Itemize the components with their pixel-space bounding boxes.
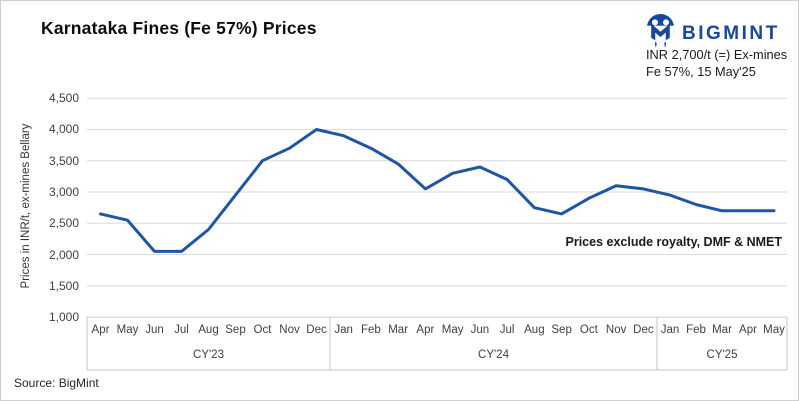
month-label: Dec xyxy=(633,324,654,336)
brand-wordmark: BIGMINT xyxy=(682,22,780,44)
brand-logo: BIGMINT xyxy=(644,13,780,54)
chart-annotation: Prices exclude royalty, DMF & NMET xyxy=(565,235,783,249)
y-tick-label: 4,000 xyxy=(48,122,79,137)
month-label: May xyxy=(441,324,464,336)
year-group-label: CY'23 xyxy=(193,349,224,361)
month-label: Aug xyxy=(524,324,545,336)
latest-price-line: INR 2,700/t (=) Ex-mines xyxy=(646,47,788,62)
month-label: Mar xyxy=(712,324,732,336)
month-label: May xyxy=(116,324,139,336)
month-label: Jan xyxy=(334,324,353,336)
y-tick-label: 1,000 xyxy=(48,310,79,325)
latest-price-date: Fe 57%, 15 May'25 xyxy=(646,64,756,79)
month-label: Jan xyxy=(660,324,680,336)
month-label: Feb xyxy=(360,324,381,336)
month-label: Jul xyxy=(174,324,189,336)
month-label: Dec xyxy=(306,324,327,336)
page-title: Karnataka Fines (Fe 57%) Prices xyxy=(41,18,317,38)
month-label: Sep xyxy=(225,324,246,336)
bigmint-logo-icon xyxy=(644,13,677,54)
year-group-label: CY'24 xyxy=(478,349,509,361)
month-label: Mar xyxy=(388,324,409,336)
source-note: Source: BigMint xyxy=(14,376,99,390)
month-label: Jun xyxy=(145,324,164,336)
month-label: Jun xyxy=(470,324,490,336)
month-label: Apr xyxy=(416,324,435,336)
month-label: Sep xyxy=(551,324,572,336)
price-line-series xyxy=(99,128,776,253)
month-label: May xyxy=(763,324,785,336)
y-tick-label: 2,000 xyxy=(48,247,79,262)
month-label: Aug xyxy=(198,324,219,336)
y-tick-label: 2,500 xyxy=(48,216,79,231)
month-label: Apr xyxy=(91,324,110,336)
month-label: Nov xyxy=(279,324,300,336)
y-tick-label: 1,500 xyxy=(48,278,79,293)
month-label: Apr xyxy=(739,324,757,336)
y-tick-label: 4,500 xyxy=(48,91,79,106)
month-label: Feb xyxy=(686,324,706,336)
month-label: Oct xyxy=(253,324,272,336)
y-tick-label: 3,500 xyxy=(48,153,79,168)
year-group-label: CY'25 xyxy=(706,349,738,361)
y-tick-label: 3,000 xyxy=(48,185,79,199)
month-label: Oct xyxy=(579,324,598,336)
month-label: Jul xyxy=(499,324,515,336)
month-label: Nov xyxy=(605,324,627,336)
latest-price-note: INR 2,700/t (=) Ex-mines Fe 57%, 15 May'… xyxy=(646,46,787,80)
